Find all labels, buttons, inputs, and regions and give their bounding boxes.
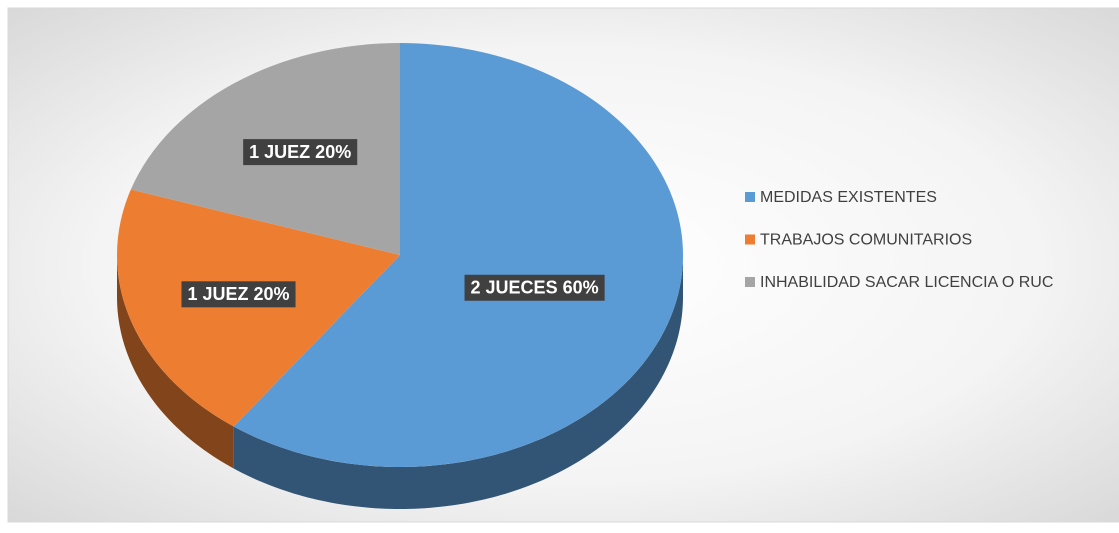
legend-swatch	[745, 192, 755, 202]
slice-side	[117, 255, 234, 469]
data-label-box	[181, 281, 296, 308]
data-label-box	[464, 274, 605, 301]
data-label: 2 JUECES 60%	[471, 278, 599, 298]
data-label: 1 JUEZ 20%	[249, 142, 351, 162]
legend-swatch	[745, 277, 755, 287]
pie: 2 JUECES 60% 1 JUEZ 20% 1 JUEZ 20%	[116, 43, 683, 509]
slice	[233, 43, 683, 467]
legend-label: INHABILIDAD SACAR LICENCIA O RUC	[760, 274, 1053, 291]
data-label-box	[243, 139, 358, 166]
legend-label: TRABAJOS COMUNITARIOS	[760, 232, 972, 249]
legend-swatch	[745, 234, 755, 245]
legend-label: MEDIDAS EXISTENTES	[760, 189, 937, 206]
slice	[116, 189, 400, 427]
data-label: 1 JUEZ 20%	[187, 284, 289, 304]
legend: MEDIDAS EXISTENTES TRABAJOS COMUNITARIOS I…	[745, 189, 1053, 291]
slice-side	[233, 255, 683, 509]
